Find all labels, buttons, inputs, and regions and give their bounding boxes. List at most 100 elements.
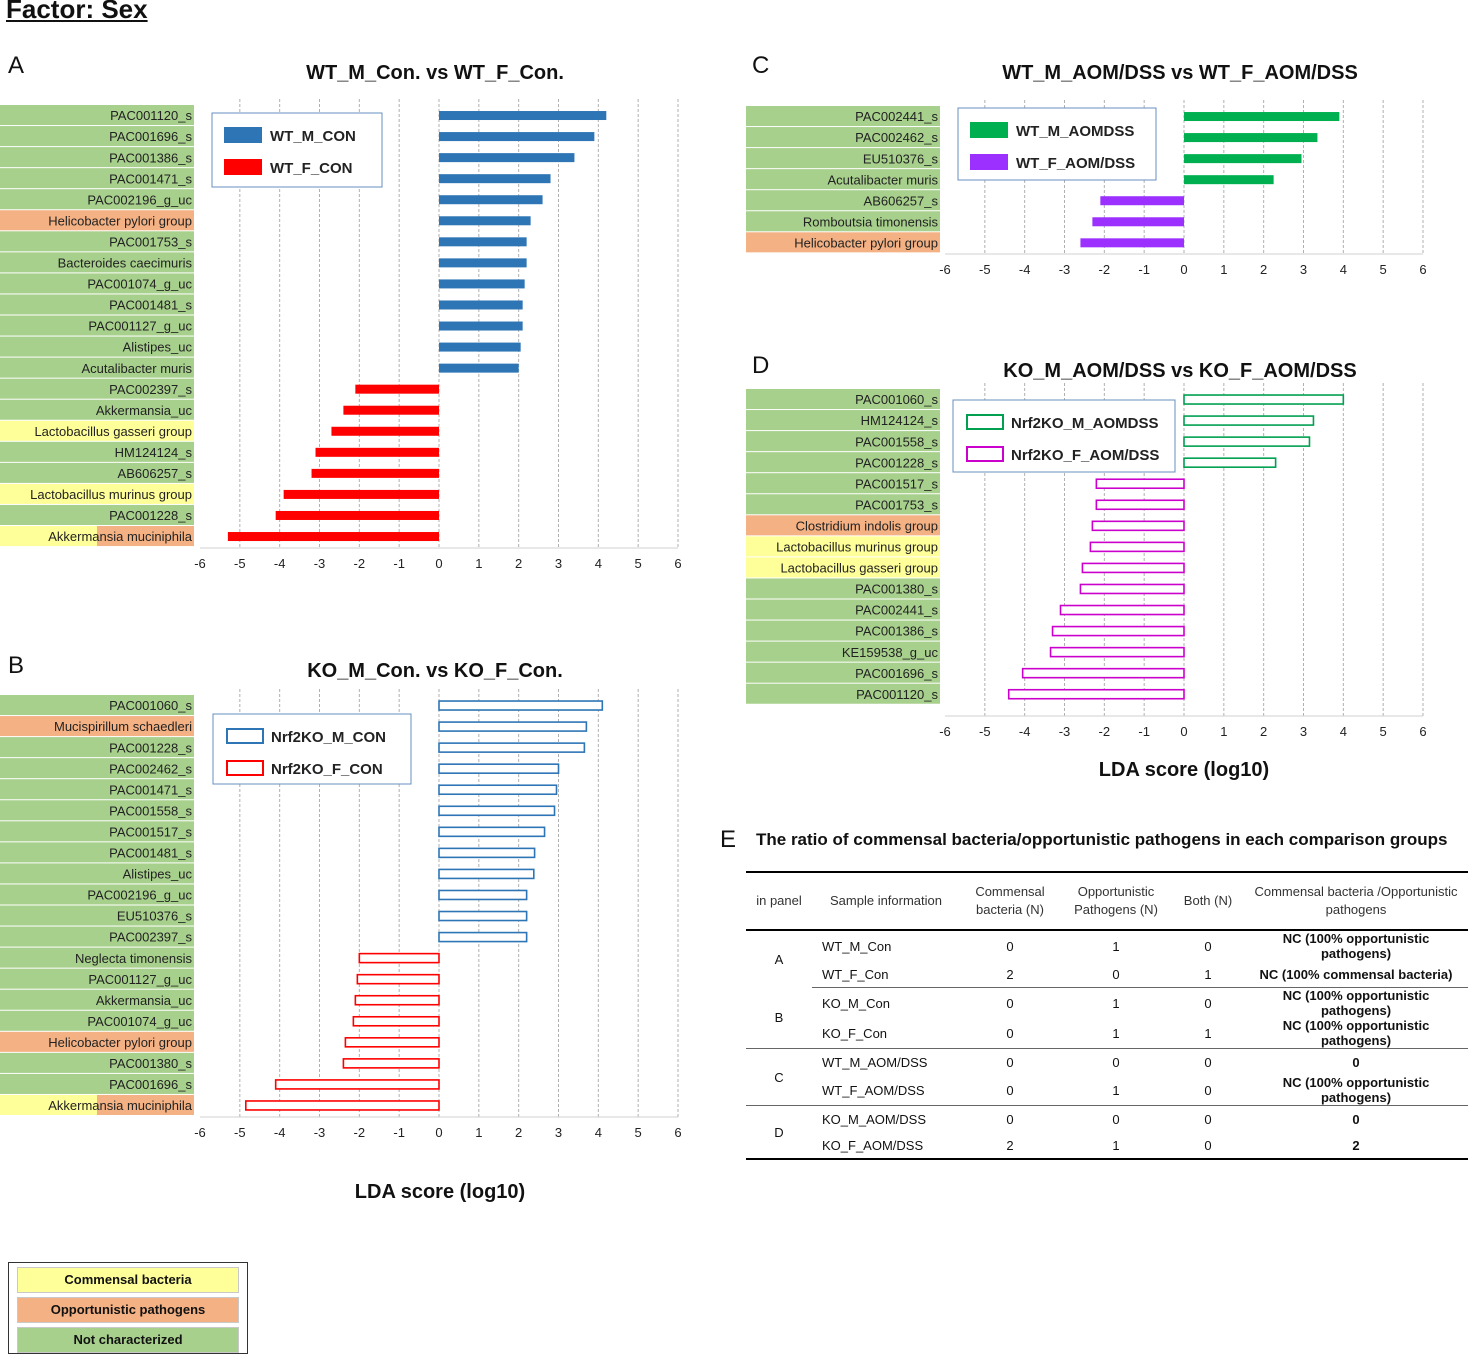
chart-c-row-label-bg — [746, 211, 940, 232]
chart-d-row-label: Clostridium indolis group — [796, 518, 938, 533]
chart-b-row-label-bg — [0, 758, 194, 779]
chart-c-row-label: AB606257_s — [864, 193, 939, 208]
chart-c-title: WT_M_AOM/DSS vs WT_F_AOM/DSS — [1002, 62, 1358, 84]
chart-c-tick-label: 0 — [1180, 262, 1187, 277]
chart-b-row-label-bg — [0, 842, 194, 863]
ratio-cell: 0 — [1352, 1054, 1360, 1070]
ratio-cell: NC (100% opportunistic pathogens) — [1244, 1018, 1468, 1049]
chart-b-tick-label: 4 — [595, 1125, 602, 1140]
chart-a-row-label-bg — [0, 252, 194, 273]
chart-d-xlabel: LDA score (log10) — [1098, 759, 1270, 781]
panel-letter-a: A — [8, 52, 25, 79]
chart-d-row-label-bg — [746, 389, 940, 410]
chart-a-tick-label: -4 — [274, 556, 286, 571]
chart-b-tick-label: -4 — [274, 1125, 286, 1140]
chart-d-bar — [1021, 667, 1185, 679]
chart-d-title: KO_M_AOM/DSS vs KO_F_AOM/DSS — [1003, 360, 1357, 382]
chart-b-bar — [438, 784, 558, 796]
chart-d-row-label: PAC001120_s — [856, 687, 938, 702]
chart-a-row-label: AB606257_s — [118, 466, 193, 481]
chart-d-bar — [1183, 457, 1277, 468]
chart-b-row-label: PAC001074_g_uc — [87, 1014, 192, 1029]
chart-b-bar — [344, 1037, 440, 1048]
chart-d-bar — [1183, 394, 1345, 405]
chart-a-bar — [283, 489, 439, 499]
chart-a-bar — [439, 279, 525, 289]
chart-b-bar — [438, 763, 560, 774]
chart-a-row-label-bg — [0, 273, 194, 294]
sample-cell: KO_M_AOM/DSS — [822, 1111, 927, 1127]
chart-a-row-label: PAC001471_s — [109, 171, 192, 186]
table-row: B KO_M_Con 0 1 0 NC (100% opportunistic … — [746, 987, 1468, 1049]
chart-c-legend-label: WT_F_AOM/DSS — [1016, 155, 1135, 172]
chart-b-row-label-bg — [0, 1052, 194, 1073]
chart-b-row-label-bg — [0, 1073, 194, 1094]
chart-b-bar — [438, 826, 546, 838]
chart-b-bar — [438, 868, 535, 880]
chart-c-tick-label: 6 — [1419, 262, 1426, 277]
table-row: C WT_M_AOM/DSS 0 0 0 0 — [746, 1048, 1468, 1106]
chart-a-bar — [439, 153, 575, 163]
chart-a-row-label-bg — [0, 126, 194, 147]
col-header-both: Both (N) — [1172, 871, 1244, 931]
col-header-in-panel: in panel — [746, 871, 812, 931]
chart-a-legend-label: WT_F_CON — [270, 160, 353, 177]
chart-b-bar — [438, 721, 588, 732]
chart-a-bar — [311, 468, 439, 478]
chart-a-tick-label: 4 — [595, 556, 602, 571]
chart-a-row-label: PAC002196_g_uc — [87, 192, 192, 207]
chart-a-legend-swatch — [224, 159, 262, 175]
panel-letter-b: B — [8, 652, 25, 679]
chart-b-bar — [438, 889, 528, 901]
chart-a-row-label-bg — [0, 441, 194, 462]
chart-a-tick-label: -6 — [194, 556, 206, 571]
chart-a-row-label-bg — [0, 210, 194, 231]
chart-c-row-label: Romboutsia timonensis — [803, 214, 939, 229]
chart-a-row-label-bg — [0, 483, 194, 504]
chart-a-row-label-bg — [0, 462, 194, 483]
opportunistic-cell: 0 — [1060, 961, 1172, 988]
both-cell: 0 — [1172, 1132, 1244, 1160]
chart-d-row-label-bg — [746, 473, 940, 494]
chart-b-row-label-bg — [0, 695, 194, 716]
both-cell: 0 — [1204, 1111, 1212, 1127]
chart-a-tick-label: 3 — [555, 556, 562, 571]
opportunistic-cell: 0 — [1112, 1111, 1120, 1127]
chart-d-bar — [1081, 562, 1185, 574]
sample-cell: WT_F_AOM/DSS — [812, 1075, 960, 1106]
chart-d-bar — [1049, 646, 1185, 658]
chart-c-tick-label: -1 — [1138, 262, 1150, 277]
chart-b-row-label-bg — [0, 1094, 97, 1115]
chart-a-tick-label: 5 — [635, 556, 642, 571]
chart-b-bar — [438, 931, 528, 943]
category-legend-commensal: Commensal bacteria — [17, 1267, 239, 1293]
group-panel-cell: D — [746, 1105, 812, 1160]
chart-d-row-label-bg — [746, 620, 940, 641]
chart-c-plot: -6 -5 -4 -3 -2 -1 0 1 2 3 4 5 6 PAC002441_s PAC002462_… — [746, 100, 1427, 277]
chart-b-row-label: PAC001228_s — [109, 740, 192, 755]
chart-d-tick-label: 0 — [1180, 724, 1187, 739]
chart-a-row-label-bg — [0, 336, 194, 357]
chart-a-row-label-bg — [0, 526, 97, 547]
opportunistic-cell: 1 — [1112, 938, 1120, 954]
chart-a-row-label: Akkermansia_uc — [96, 403, 193, 418]
chart-b-tick-label: -3 — [314, 1125, 326, 1140]
chart-d-tick-label: -5 — [979, 724, 991, 739]
chart-a-row-label: Lactobacillus gasseri group — [34, 424, 192, 439]
ratio-cell: NC (100% opportunistic pathogens) — [1244, 1075, 1468, 1106]
sample-cell: KO_F_Con — [812, 1018, 960, 1049]
chart-c-tick-label: -5 — [979, 262, 991, 277]
chart-a-row-label-bg — [97, 526, 194, 547]
chart-a-bar — [439, 237, 527, 247]
chart-d-row-label: PAC002441_s — [855, 603, 938, 618]
chart-b-legend-swatch — [226, 728, 264, 744]
chart-c-row-label-bg — [746, 232, 940, 253]
chart-a-row-label-bg — [0, 231, 194, 252]
table-row: WT_F_AOM/DSS 0 1 0 NC (100% opportunisti… — [746, 1075, 1468, 1106]
chart-d-tick-label: 4 — [1340, 724, 1347, 739]
chart-c-tick-label: 1 — [1220, 262, 1227, 277]
chart-b-row-label-bg — [0, 737, 194, 758]
chart-a-tick-label: 2 — [515, 556, 522, 571]
chart-a-row-label: PAC001386_s — [109, 150, 192, 165]
